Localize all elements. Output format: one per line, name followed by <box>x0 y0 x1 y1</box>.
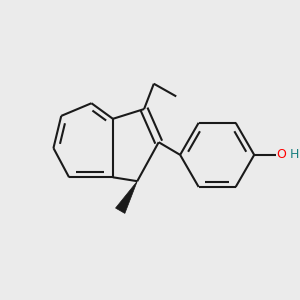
Text: O: O <box>277 148 286 161</box>
Polygon shape <box>116 181 137 213</box>
Text: H: H <box>289 148 299 161</box>
